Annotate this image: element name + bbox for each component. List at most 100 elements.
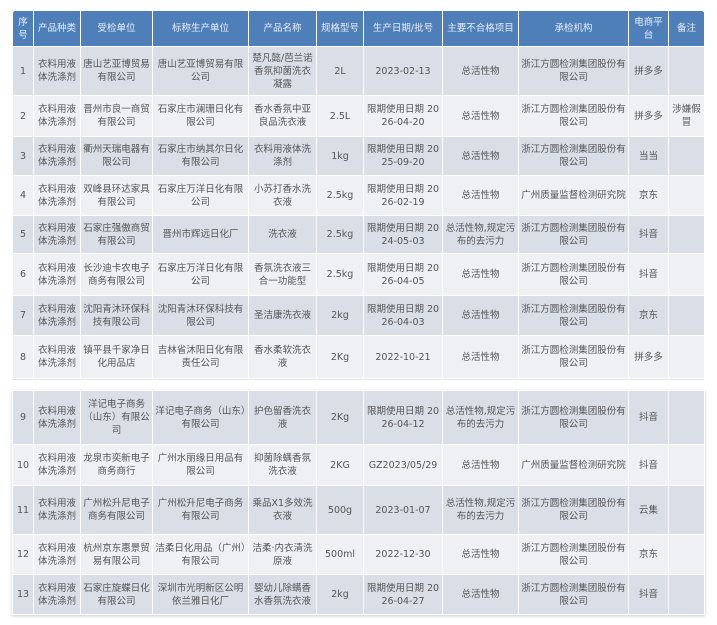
table-cell: 2Kg [316, 390, 364, 445]
table-row: 1 衣料用液体洗涤剂 唐山艺亚博贸易有限公司 唐山艺亚博贸易有限公司 楚凡懿/芭兰诺香氛… [12, 46, 705, 96]
table-cell: 晋州市良一商贸有限公司 [80, 95, 153, 137]
table-row: 10 衣料用液体洗涤剂 龙泉市奕新电子商务商行 广州水丽缘日用品有限公司 抑菌除螨香氛洗… [12, 444, 705, 486]
table-cell: 2022-12-30 [363, 534, 443, 575]
table-cell: 衣料用液体洗涤剂 [33, 335, 81, 379]
table-cell: 2 [12, 95, 34, 137]
table-cell: 长沙迪卡农电子商务有限公司 [80, 253, 153, 296]
table-cell: 浙江方圆检测集团股份有限公司 [518, 136, 629, 176]
table-cell: 京东 [628, 295, 669, 336]
table-cell: 限期使用日期 2026-04-20 [363, 95, 443, 137]
table-cell: 小苏打香水洗衣液 [248, 175, 317, 216]
table-cell: 当当 [628, 136, 669, 176]
table-cell: 广州松升尼电子商务有限公司 [152, 485, 249, 535]
column-header: 标称生产单位 [152, 10, 249, 47]
table-cell: 衣料用液体洗涤剂 [33, 46, 81, 96]
column-header: 生产日期/批号 [363, 10, 443, 47]
table-cell [668, 485, 705, 535]
column-header: 产品名称 [248, 10, 317, 47]
table-cell: 拼多多 [628, 95, 669, 137]
table-cell: 衣料用液体洗涤剂 [33, 485, 81, 535]
table-cell: 总活性物 [442, 534, 519, 575]
table-cell: 镇平县千家净日化用品店 [80, 335, 153, 379]
table-row: 5 衣料用液体洗涤剂 石家庄强傲商贸有限公司 晋州市辉远日化厂 洗衣液 2.5kg 限期使用… [12, 215, 705, 254]
table-cell [668, 46, 705, 96]
table-cell: 衣料用液体洗涤剂 [33, 390, 81, 445]
column-header: 主要不合格项目 [442, 10, 519, 47]
table-cell: 6 [12, 253, 34, 296]
table-cell: 2022-10-21 [363, 335, 443, 379]
table-row: 9 衣料用液体洗涤剂 洋记电子商务（山东）有限公司 洋记电子商务（山东）有限公司 护色留… [12, 390, 705, 445]
table-cell: 石家庄强傲商贸有限公司 [80, 215, 153, 254]
table-cell: 衣料用液体洗涤剂 [33, 444, 81, 486]
table-cell: 总活性物 [442, 46, 519, 96]
table-cell: 广州质量监督检测研究院 [518, 444, 629, 486]
table-cell: 限期使用日期 2024-05-03 [363, 215, 443, 254]
table-cell: 晋州市辉远日化厂 [152, 215, 249, 254]
table-cell: 洁柔·内衣清洗原液 [248, 534, 317, 575]
table-cell: 拼多多 [628, 335, 669, 379]
table-cell: 11 [12, 485, 34, 535]
table-cell: 浙江方圆检测集团股份有限公司 [518, 574, 629, 615]
table-cell [668, 444, 705, 486]
table-cell: 香氛洗衣液三合一功能型 [248, 253, 317, 296]
table-cell: 2023-01-07 [363, 485, 443, 535]
table-cell: 衣料用液体洗涤剂 [33, 534, 81, 575]
table-cell: 浙江方圆检测集团股份有限公司 [518, 253, 629, 296]
table-row: 3 衣料用液体洗涤剂 衢州天瑞电器有限公司 石家庄市纳其尔日化有限公司 衣料用液体洗涤剂… [12, 136, 705, 176]
table-cell: 4 [12, 175, 34, 216]
table-cell: 限期使用日期 2026-04-27 [363, 574, 443, 615]
table-cell: 3 [12, 136, 34, 176]
table-cell: 衣料用液体洗涤剂 [33, 136, 81, 176]
table-cell: GZ2023/05/29 [363, 444, 443, 486]
table-cell: 总活性物,规定污布的去污力 [442, 390, 519, 445]
table-row: 6 衣料用液体洗涤剂 长沙迪卡农电子商务有限公司 石家庄万洋日化有限公司 香氛洗衣液三合… [12, 253, 705, 296]
table-cell: 浙江方圆检测集团股份有限公司 [518, 390, 629, 445]
table-cell: 石家庄市纳其尔日化有限公司 [152, 136, 249, 176]
column-header: 电商平台 [628, 10, 669, 47]
table-cell: 总活性物 [442, 95, 519, 137]
table-cell: 总活性物 [442, 335, 519, 379]
table-cell: 限期使用日期 2025-09-20 [363, 136, 443, 176]
table-cell: 抖音 [628, 574, 669, 615]
table-cell: 限期使用日期 2026-04-03 [363, 295, 443, 336]
table-cell: 洁柔日化用品（广州）有限公司 [152, 534, 249, 575]
table-cell: 2kg [316, 295, 364, 336]
table-cell: 浙江方圆检测集团股份有限公司 [518, 46, 629, 96]
table-cell: 2.5kg [316, 215, 364, 254]
table-cell: 石家庄万洋日化有限公司 [152, 253, 249, 296]
table-cell: 深圳市光明新区公明依兰雅日化厂 [152, 574, 249, 615]
table-cell: 2KG [316, 444, 364, 486]
table-cell: 2kg [316, 574, 364, 615]
table-row: 4 衣料用液体洗涤剂 双峰县环达家具有限公司 石家庄万洋日化有限公司 小苏打香水洗衣液 2… [12, 175, 705, 216]
table-cell: 护色留香洗衣液 [248, 390, 317, 445]
table-cell: 2.5L [316, 95, 364, 137]
table-cell [668, 390, 705, 445]
table-cell: 1 [12, 46, 34, 96]
table-cell [668, 215, 705, 254]
table-cell: 衣料用液体洗涤剂 [33, 215, 81, 254]
column-header: 规格型号 [316, 10, 364, 47]
table-row: 7 衣料用液体洗涤剂 沈阳青沐环保科技有限公司 沈阳青沐环保科技有限公司 圣洁康洗衣液 2… [12, 295, 705, 336]
table-cell: 500g [316, 485, 364, 535]
table-cell: 限期使用日期 2026-04-05 [363, 253, 443, 296]
table-cell: 抖音 [628, 390, 669, 445]
table-cell: 浙江方圆检测集团股份有限公司 [518, 295, 629, 336]
table-cell: 广州质量监督检测研究院 [518, 175, 629, 216]
table-row: 2 衣料用液体洗涤剂 晋州市良一商贸有限公司 石家庄市澜珊日化有限公司 香水香氛中亚良品… [12, 95, 705, 137]
table-cell: 唐山艺亚博贸易有限公司 [152, 46, 249, 96]
table-cell: 洋记电子商务（山东）有限公司 [152, 390, 249, 445]
table-cell: 13 [12, 574, 34, 615]
table-cell: 5 [12, 215, 34, 254]
table-cell: 婴幼儿除螨香水香氛洗衣液 [248, 574, 317, 615]
table-cell: 洗衣液 [248, 215, 317, 254]
table-cell: 浙江方圆检测集团股份有限公司 [518, 534, 629, 575]
table-cell: 抑菌除螨香氛洗衣液 [248, 444, 317, 486]
table-cell [668, 253, 705, 296]
table-cell [668, 335, 705, 379]
table-cell: 唐山艺亚博贸易有限公司 [80, 46, 153, 96]
table-cell: 总活性物 [442, 574, 519, 615]
table-cell: 限期使用日期 2026-04-12 [363, 390, 443, 445]
table-cell: 8 [12, 335, 34, 379]
table-cell: 2.5kg [316, 253, 364, 296]
table-cell: 浙江方圆检测集团股份有限公司 [518, 485, 629, 535]
